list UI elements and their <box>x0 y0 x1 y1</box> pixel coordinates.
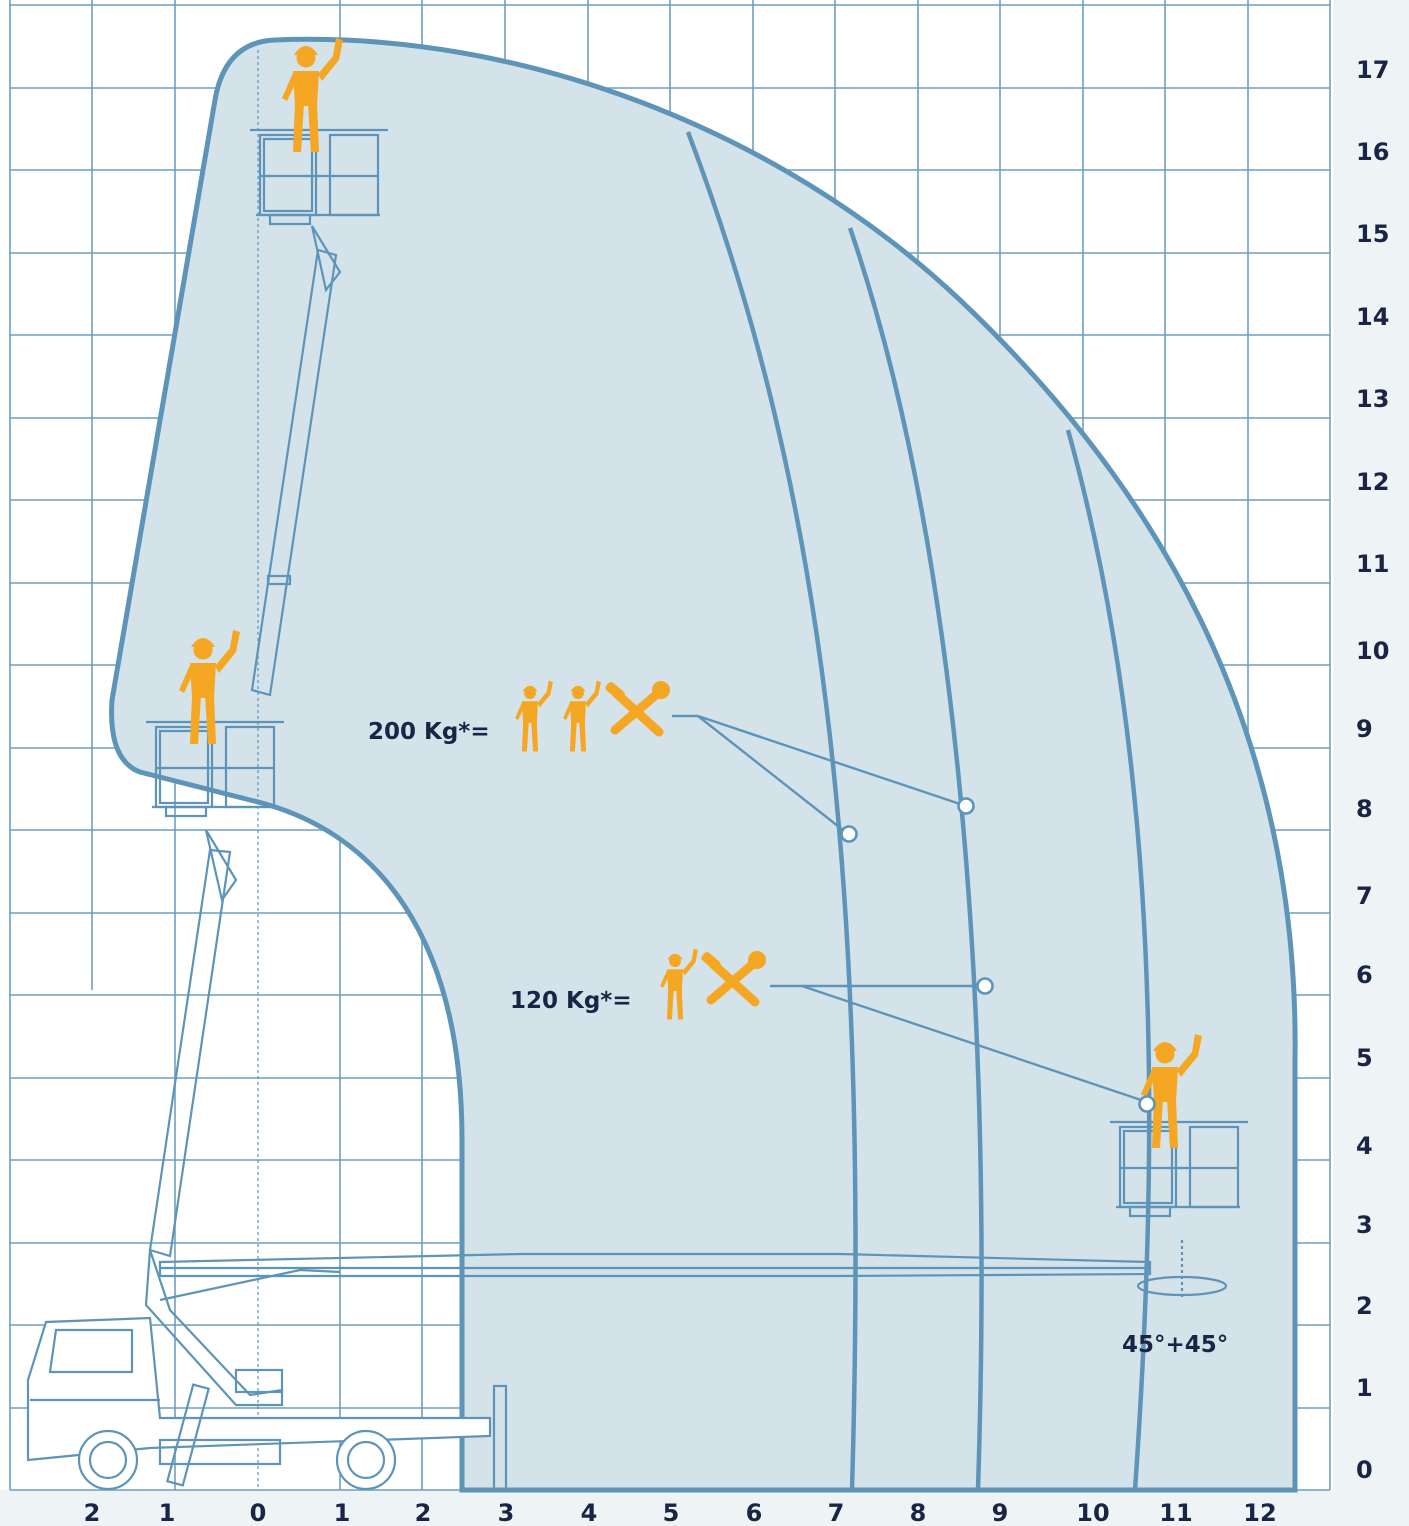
y-tick-label: 3 <box>1356 1211 1373 1239</box>
y-tick-label: 15 <box>1356 220 1389 248</box>
x-tick-label: 0 <box>250 1499 267 1526</box>
y-tick-label: 13 <box>1356 385 1389 413</box>
range-curve-200kg-inner <box>685 131 858 1491</box>
x-tick-label: 3 <box>498 1499 515 1526</box>
y-tick-label: 10 <box>1356 637 1389 665</box>
y-tick-label: 2 <box>1356 1292 1373 1320</box>
x-tick-label: 10 <box>1076 1499 1109 1526</box>
x-tick-label: 6 <box>746 1499 763 1526</box>
x-tick-label: 11 <box>1159 1499 1192 1526</box>
capacity-200kg-label: 200 Kg*= <box>368 719 490 745</box>
rotation-label: 45°+45° <box>1122 1332 1228 1358</box>
y-axis: 0 1 2 3 4 5 6 7 8 9 10 11 12 13 14 15 16… <box>1356 56 1389 1484</box>
y-tick-label: 1 <box>1356 1374 1373 1402</box>
truck-machine <box>26 225 1228 1492</box>
x-tick-label: 1 <box>334 1499 351 1526</box>
y-tick-label: 7 <box>1356 882 1373 910</box>
x-tick-label: 9 <box>992 1499 1009 1526</box>
x-tick-label: 2 <box>84 1499 101 1526</box>
y-tick-label: 17 <box>1356 56 1389 84</box>
x-tick-label: 2 <box>415 1499 432 1526</box>
y-tick-label: 5 <box>1356 1044 1373 1072</box>
y-tick-label: 16 <box>1356 138 1389 166</box>
capacity-leaders <box>672 714 1156 1113</box>
x-tick-label: 1 <box>159 1499 176 1526</box>
x-tick-label: 8 <box>910 1499 927 1526</box>
working-envelope <box>109 36 1298 1493</box>
range-curve-200kg-outer <box>847 227 984 1491</box>
bottom-margin-band <box>0 1490 1333 1526</box>
y-tick-label: 14 <box>1356 303 1389 331</box>
x-tick-label: 5 <box>663 1499 680 1526</box>
range-curve-120kg <box>1065 429 1152 1491</box>
y-tick-label: 9 <box>1356 715 1373 743</box>
y-tick-label: 8 <box>1356 795 1373 823</box>
y-tick-label: 4 <box>1356 1132 1373 1160</box>
y-tick-label: 12 <box>1356 468 1389 496</box>
capacity-200kg: 200 Kg*= <box>368 681 670 752</box>
y-tick-label: 0 <box>1356 1456 1373 1484</box>
capacity-120kg: 120 Kg*= <box>510 949 766 1020</box>
x-tick-label: 7 <box>828 1499 845 1526</box>
right-margin-band <box>1333 0 1409 1526</box>
y-tick-label: 6 <box>1356 961 1373 989</box>
capacity-120kg-label: 120 Kg*= <box>510 988 632 1014</box>
x-axis: 2 1 0 1 2 3 4 5 6 7 8 9 10 11 12 <box>84 1499 1277 1526</box>
y-tick-label: 11 <box>1356 550 1389 578</box>
x-tick-label: 4 <box>581 1499 598 1526</box>
x-tick-label: 12 <box>1243 1499 1276 1526</box>
